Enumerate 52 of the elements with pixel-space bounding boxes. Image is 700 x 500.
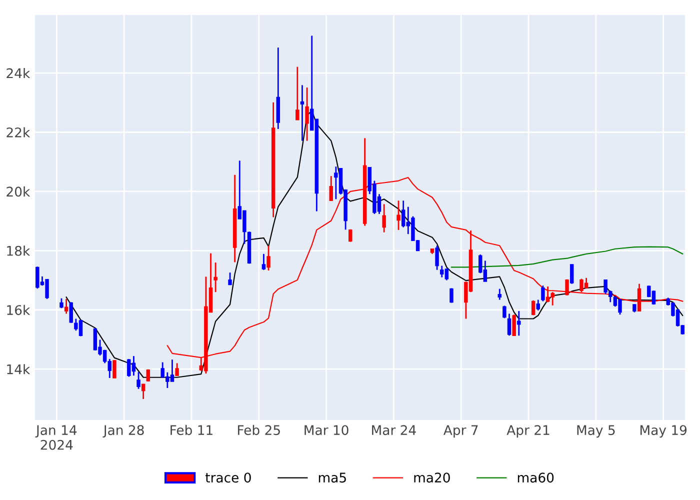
candlestick [296,66,300,120]
y-tick-label: 18k [7,246,30,256]
candlestick [502,305,506,319]
x-tick-label: Feb 25 [238,424,280,436]
candlestick [512,314,516,336]
candlestick [266,244,270,272]
candlestick [396,200,400,231]
candlestick [450,288,454,304]
x-tick-label: Jan 14 2024 [35,425,77,450]
x-tick-label: Mar 24 [372,425,416,436]
candlestick [64,298,68,314]
candlestick [228,272,232,286]
candlestick [570,264,574,285]
y-tick-label: 20k [6,186,30,197]
y-tick-label: 22k [6,127,30,138]
candlestick [262,253,266,271]
x-tick-label: Feb 11 [170,424,212,436]
candlestick [382,203,386,233]
x-tick-label: May 5 [577,425,615,438]
x-tick-label: Mar 10 [304,425,348,436]
legend-label: trace 0 [205,472,251,483]
candlestick [69,301,73,324]
y-tick-label: 24k [6,68,30,78]
legend-label: ma20 [414,472,450,483]
candlestick [175,362,179,376]
candlestick [300,84,304,142]
x-tick-label: Apr 7 [444,425,478,438]
candlestick [536,299,540,312]
candlestick [498,288,502,300]
candlestick [60,298,64,309]
candlestick [531,300,536,316]
legend-label: ma5 [318,472,346,483]
candlestick [637,283,642,312]
candlestick [112,360,116,379]
x-tick-label: May 19 [640,425,687,438]
line-series [450,246,684,268]
candlestick [348,228,352,242]
candlestick [507,313,512,336]
candlestick [435,244,439,271]
x-tick-label: Apr 21 [506,425,550,438]
legend-label: ma60 [518,472,554,483]
candlestick [305,86,309,142]
candlestick [517,310,521,336]
y-tick-label: 16k [7,304,30,316]
candlestick [329,175,333,202]
y-tick-label: 14k [7,364,30,374]
candlestick [565,278,569,296]
candlestick [136,371,140,390]
x-tick-label: Jan 28 [102,425,144,438]
candlestick [141,383,146,400]
candlestick [541,284,545,302]
candlestick [214,262,218,293]
